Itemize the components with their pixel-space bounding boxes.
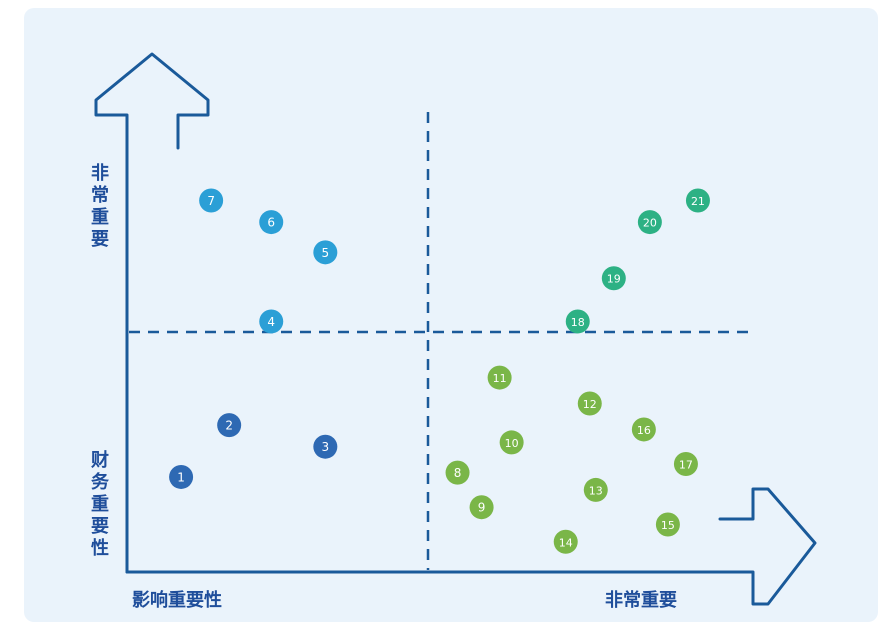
point-label: 3 (322, 440, 330, 454)
data-point-10: 10 (499, 430, 524, 455)
point-marker (655, 512, 680, 537)
point-marker (169, 464, 194, 489)
point-marker (583, 477, 608, 502)
point-label: 20 (643, 217, 657, 230)
point-label: 9 (478, 501, 486, 515)
point-marker (217, 413, 242, 438)
data-point-9: 9 (469, 495, 494, 520)
point-label: 6 (267, 216, 275, 230)
point-label: 16 (637, 424, 651, 437)
point-label: 1 (177, 470, 185, 484)
point-label: 17 (679, 459, 693, 472)
point-label: 12 (583, 398, 597, 411)
data-point-15: 15 (655, 512, 680, 537)
point-marker (673, 452, 698, 476)
data-point-6: 6 (259, 210, 284, 235)
point-label: 5 (322, 246, 330, 260)
point-marker (553, 529, 578, 554)
point-marker (631, 417, 656, 442)
data-point-11: 11 (487, 365, 512, 390)
x-axis-low-label: 影响重要性 (132, 590, 222, 611)
data-point-14: 14 (553, 529, 578, 554)
point-marker (313, 240, 338, 265)
data-point-5: 5 (313, 240, 338, 265)
point-marker (499, 430, 524, 455)
point-label: 14 (559, 536, 573, 549)
point-label: 21 (691, 195, 705, 208)
point-marker (259, 309, 284, 334)
data-point-17: 17 (673, 452, 698, 476)
data-point-4: 4 (259, 309, 284, 334)
point-marker (601, 266, 626, 291)
point-label: 4 (267, 315, 275, 329)
data-point-8: 8 (445, 460, 470, 485)
point-marker (637, 210, 662, 235)
x-axis-arrow (125, 487, 817, 606)
point-marker (445, 460, 470, 485)
x-axis-high-label: 非常重要 (605, 590, 677, 611)
data-point-7: 7 (199, 188, 224, 213)
data-point-13: 13 (583, 477, 608, 502)
data-point-12: 12 (577, 391, 602, 416)
y-axis-high-label: 非常重要 (91, 163, 109, 250)
point-marker (685, 188, 710, 213)
point-marker (577, 391, 602, 416)
data-point-16: 16 (631, 417, 656, 442)
data-point-18: 18 (565, 309, 590, 334)
point-label: 8 (454, 466, 462, 480)
data-point-3: 3 (313, 434, 338, 459)
point-marker (469, 495, 494, 520)
point-marker (565, 309, 590, 334)
y-axis-low-label: 财务重要性 (91, 450, 109, 559)
data-point-19: 19 (601, 266, 626, 291)
point-marker (199, 188, 224, 213)
axes (94, 52, 817, 606)
point-label: 7 (207, 194, 215, 208)
quadrant-dividers (129, 112, 748, 570)
data-point-2: 2 (217, 413, 242, 438)
data-point-21: 21 (685, 188, 710, 213)
point-label: 13 (589, 484, 603, 497)
point-marker (487, 365, 512, 390)
data-point-20: 20 (637, 210, 662, 235)
point-label: 11 (493, 372, 507, 385)
point-label: 10 (505, 437, 519, 450)
point-label: 19 (607, 273, 621, 286)
point-label: 15 (661, 519, 675, 532)
y-axis-arrow (94, 52, 210, 574)
point-marker (259, 210, 284, 235)
point-label: 2 (225, 419, 233, 433)
data-point-1: 1 (169, 464, 194, 489)
point-marker (313, 434, 338, 459)
point-label: 18 (571, 316, 585, 329)
